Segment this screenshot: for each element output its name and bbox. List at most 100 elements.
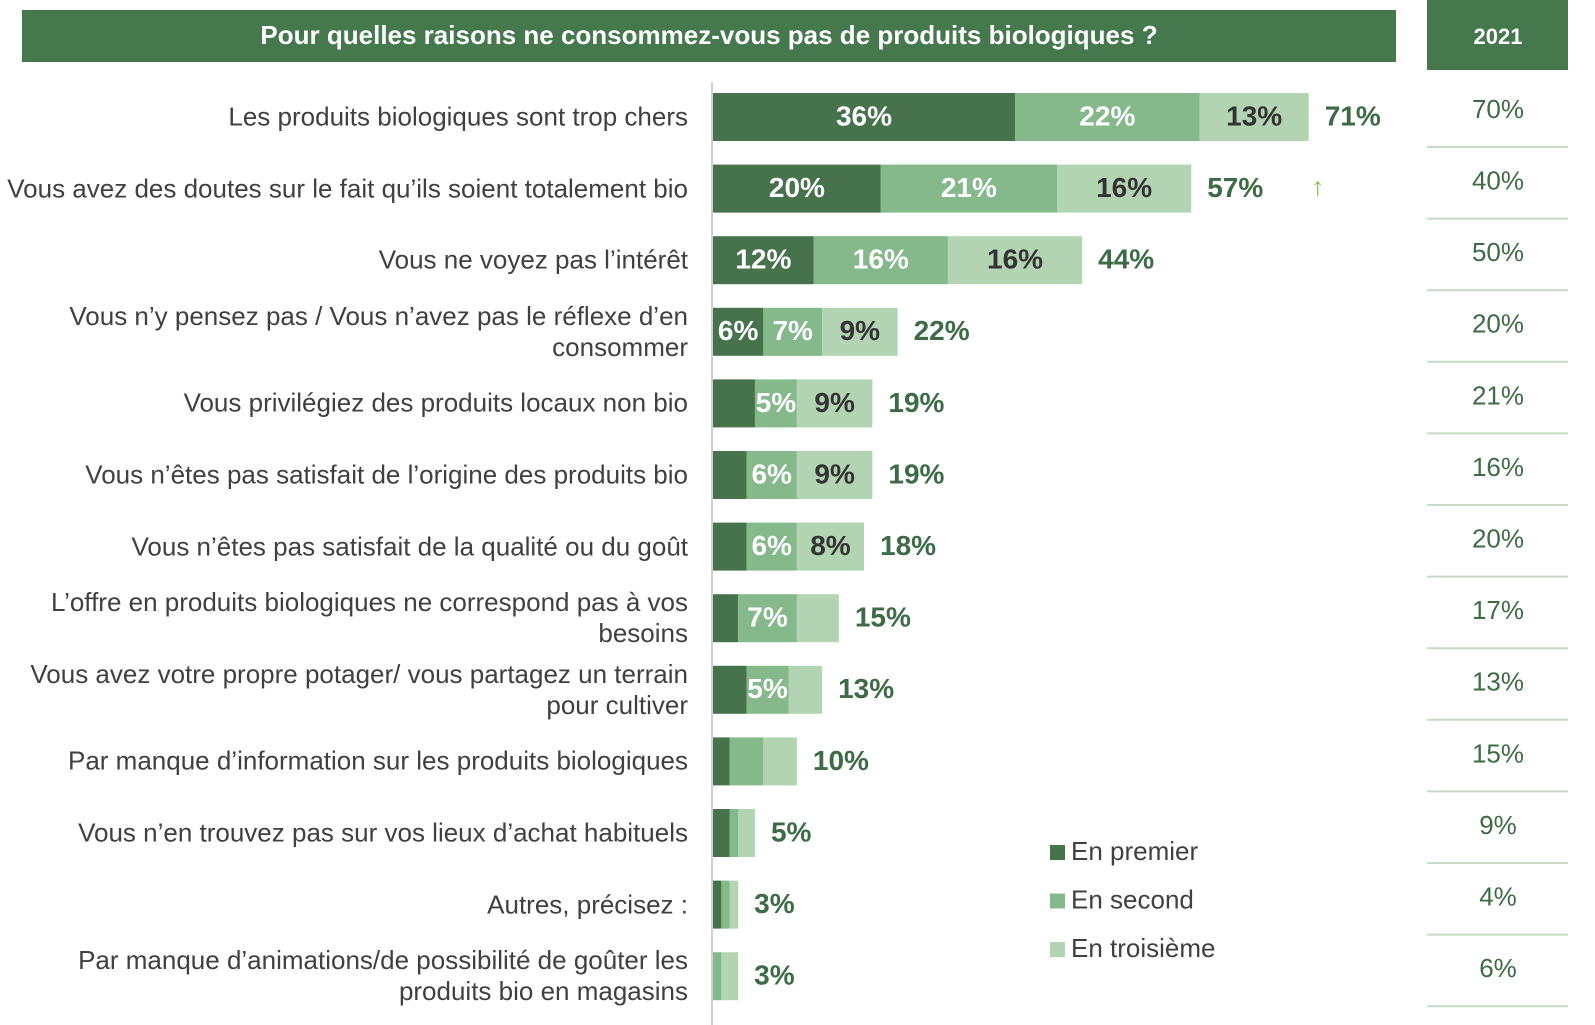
category-label: Vous n’en trouvez pas sur vos lieux d’ac… [78,817,688,848]
bar-segment [796,451,873,499]
bar-segment [721,952,739,1001]
total-label: 44% [1098,244,1154,275]
bar-segment [713,164,881,213]
bar-segment [1056,164,1192,213]
bar-segment [947,236,1083,285]
bar-segment [880,164,1057,213]
bar-segment [813,236,948,285]
bar-segment [721,880,730,929]
legend-swatch [1050,942,1065,957]
bar-segment [788,665,823,714]
bar-segment [738,809,755,857]
total-label: 22% [914,315,970,346]
total-label: 3% [754,960,795,991]
category-label: Vous n’êtes pas satisfait de la qualité … [131,531,689,562]
data-label: 7% [772,315,813,346]
comparison-value: 4% [1479,881,1517,911]
comparison-value: 9% [1479,810,1517,840]
total-label: 3% [754,888,795,919]
comparison-value: 17% [1472,595,1524,625]
category-label: Par manque d’animations/de possibilité d… [78,945,688,1007]
bar-segment [763,307,823,356]
bar-segment [713,809,730,857]
legend-swatch [1050,845,1065,860]
data-label: 5% [756,387,797,418]
bar-segment [729,737,764,786]
category-label: Autres, précisez : [487,889,688,920]
bar-segment [746,451,797,499]
bar-segment [713,880,722,929]
data-label: 6% [751,530,792,561]
bar-segment [713,952,722,1001]
bar-segment [796,379,873,428]
total-label: 15% [855,602,911,633]
data-label: 13% [1226,100,1282,131]
comparison-header [1427,0,1568,70]
total-label: 71% [1325,100,1381,131]
total-label: 10% [813,745,869,776]
data-label: 22% [1079,100,1135,131]
comparison-title: 2021 [1474,24,1523,49]
comparison-value: 70% [1472,94,1524,124]
comparison-value: 21% [1472,380,1524,410]
category-label: Les produits biologiques sont trop chers [228,101,688,132]
category-label: Vous n’y pensez pas / Vous n’avez pas le… [69,300,688,362]
comparison-value: 40% [1472,165,1524,195]
category-label: Vous avez des doutes sur le fait qu’ils … [7,173,688,204]
comparison-value: 20% [1472,309,1524,339]
data-label: 20% [769,172,825,203]
legend-label: En second [1071,884,1194,914]
total-label: 19% [888,387,944,418]
total-label: 13% [838,673,894,704]
comparison-value: 50% [1472,237,1524,267]
category-label: L’offre en produits biologiques ne corre… [51,587,688,649]
category-label: Vous n’êtes pas satisfait de l’origine d… [85,459,688,490]
bar-segment [1015,93,1200,141]
data-label: 16% [853,244,909,275]
bar-segment [738,594,797,643]
comparison-value: 13% [1472,667,1524,697]
data-label: 16% [987,244,1043,275]
data-label: 9% [814,458,855,489]
bar-segment [713,665,747,714]
data-label: 36% [836,100,892,131]
trend-arrow: ↑ [1311,171,1324,201]
total-label: 5% [771,816,812,847]
category-label: Vous ne voyez pas l’intérêt [378,244,688,275]
data-label: 12% [735,244,791,275]
comparison-value: 16% [1472,452,1524,482]
bar-segment [713,451,747,499]
bar-segment [796,522,865,571]
legend-label: En premier [1071,836,1198,866]
total-label: 18% [880,530,936,561]
chart-title: Pour quelles raisons ne consommez-vous p… [260,20,1157,50]
bar-segment [822,307,898,356]
data-label: 9% [814,387,855,418]
bar-segment [1199,93,1309,141]
bar-segment [763,737,797,786]
bar-segment [713,594,739,643]
legend-swatch [1050,893,1065,909]
data-label: 6% [751,458,792,489]
bar-segment [729,809,739,857]
bar-segment [754,379,797,428]
title-bar [22,10,1396,62]
comparison-value: 6% [1479,953,1517,983]
comparison-value: 20% [1472,523,1524,553]
category-label: Par manque d’information sur les produit… [67,745,688,776]
total-label: 19% [888,458,944,489]
bar-segment [713,522,747,571]
data-label: 16% [1096,172,1152,203]
total-label: 57% [1207,172,1263,203]
bar-segment [713,737,730,786]
data-label: 9% [840,315,881,346]
bar-segment [796,594,839,643]
category-label: Vous avez votre propre potager/ vous par… [30,658,688,720]
bar-segment [713,379,755,428]
data-label: 7% [747,602,788,633]
bar-segment [746,665,789,714]
category-label: Vous privilégiez des produits locaux non… [183,387,688,418]
data-label: 8% [810,530,851,561]
